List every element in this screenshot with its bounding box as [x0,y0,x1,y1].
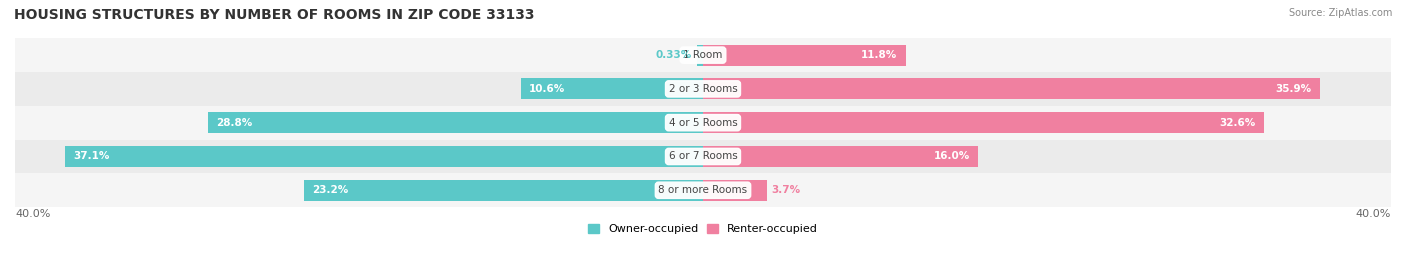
Bar [65,146,703,167]
Text: HOUSING STRUCTURES BY NUMBER OF ROOMS IN ZIP CODE 33133: HOUSING STRUCTURES BY NUMBER OF ROOMS IN… [14,8,534,22]
Bar [208,112,703,133]
Text: 16.0%: 16.0% [934,151,970,161]
Bar [520,78,703,99]
Legend: Owner-occupied, Renter-occupied: Owner-occupied, Renter-occupied [588,224,818,234]
Text: Source: ZipAtlas.com: Source: ZipAtlas.com [1288,8,1392,18]
Text: 32.6%: 32.6% [1219,118,1256,128]
Bar [304,180,703,201]
Bar [703,112,1264,133]
Text: 0.33%: 0.33% [657,50,692,60]
Text: 11.8%: 11.8% [860,50,897,60]
Bar [697,45,703,66]
Bar [703,45,905,66]
Bar [15,140,1391,173]
Text: 28.8%: 28.8% [217,118,253,128]
Bar [15,173,1391,207]
Text: 23.2%: 23.2% [312,185,349,195]
Text: 8 or more Rooms: 8 or more Rooms [658,185,748,195]
Text: 40.0%: 40.0% [1355,209,1391,219]
Text: 4 or 5 Rooms: 4 or 5 Rooms [669,118,737,128]
Text: 6 or 7 Rooms: 6 or 7 Rooms [669,151,737,161]
Bar [15,72,1391,106]
Bar [703,146,979,167]
Text: 35.9%: 35.9% [1275,84,1312,94]
Text: 3.7%: 3.7% [772,185,801,195]
Text: 2 or 3 Rooms: 2 or 3 Rooms [669,84,737,94]
Bar [703,78,1320,99]
Bar [15,38,1391,72]
Text: 37.1%: 37.1% [73,151,110,161]
Text: 1 Room: 1 Room [683,50,723,60]
Bar [15,106,1391,140]
Bar [703,180,766,201]
Text: 40.0%: 40.0% [15,209,51,219]
Text: 10.6%: 10.6% [529,84,565,94]
